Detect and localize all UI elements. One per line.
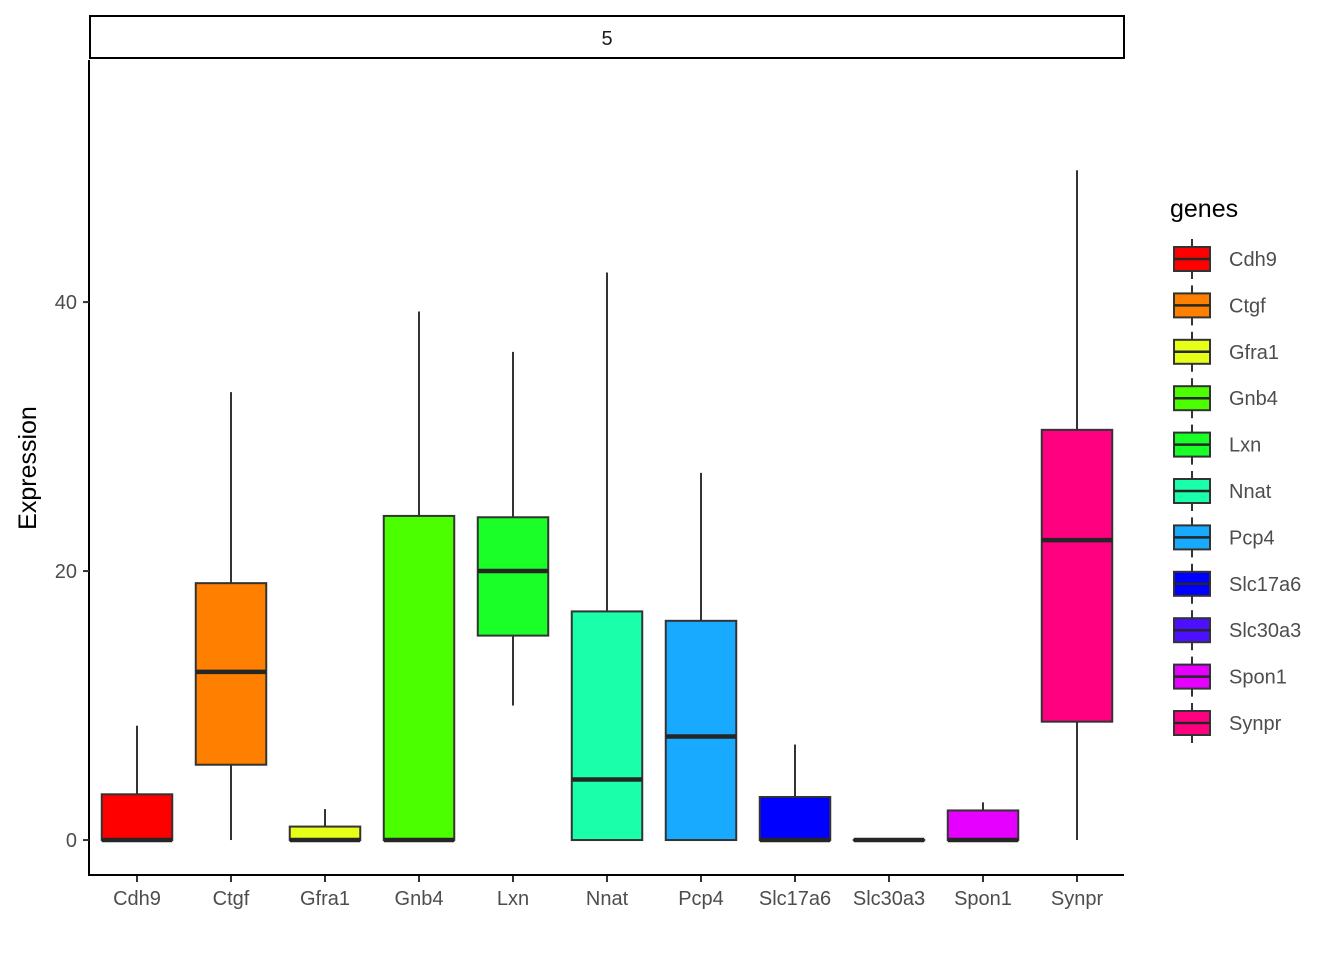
legend-title: genes — [1170, 195, 1238, 223]
y-tick-label: 20 — [55, 561, 77, 583]
x-tick-label: Cdh9 — [113, 888, 161, 910]
x-tick-label: Spon1 — [954, 888, 1012, 910]
x-tick-label: Lxn — [497, 888, 529, 910]
legend-label: Nnat — [1229, 481, 1272, 503]
box-cdh9 — [100, 725, 174, 843]
legend-label: Pcp4 — [1229, 527, 1275, 549]
legend-label: Synpr — [1229, 713, 1282, 735]
box-synpr — [1040, 170, 1114, 841]
box-body — [946, 809, 1020, 842]
legend-label: Gfra1 — [1229, 342, 1279, 364]
box-gnb4 — [382, 311, 456, 843]
x-tick-label: Slc30a3 — [853, 888, 925, 910]
legend-item-ctgf: Ctgf — [1173, 285, 1266, 326]
box-body — [1040, 428, 1114, 723]
legend-item-slc30a3: Slc30a3 — [1173, 610, 1301, 651]
box-lxn — [476, 351, 550, 706]
x-tick-label: Nnat — [586, 888, 629, 910]
legend-item-pcp4: Pcp4 — [1173, 517, 1275, 558]
legend-item-spon1: Spon1 — [1173, 656, 1287, 697]
legend-label: Gnb4 — [1229, 388, 1278, 410]
box-nnat — [570, 272, 644, 842]
legend-item-gfra1: Gfra1 — [1173, 331, 1279, 372]
boxes-layer — [100, 170, 1114, 843]
legend-label: Slc17a6 — [1229, 574, 1301, 596]
legend-item-slc17a6: Slc17a6 — [1173, 563, 1301, 604]
legend-item-cdh9: Cdh9 — [1173, 239, 1277, 279]
box-gfra1 — [288, 809, 362, 843]
box-pcp4 — [664, 472, 738, 842]
legend-item-gnb4: Gnb4 — [1173, 378, 1278, 419]
legend: genes Cdh9 Ctgf Gfra1 Gnb4 Lxn Nnat Pcp4 Slc17a… — [1170, 195, 1301, 743]
legend-label: Lxn — [1229, 435, 1261, 457]
legend-label: Ctgf — [1229, 295, 1266, 317]
legend-label: Spon1 — [1229, 667, 1287, 689]
box-body — [382, 514, 456, 842]
legend-item-nnat: Nnat — [1173, 471, 1272, 511]
x-tick-label: Synpr — [1051, 888, 1104, 910]
x-axis-ticks: Cdh9 Ctgf Gfra1 Gnb4 Lxn Nnat Pcp4 Slc17a6 Slc30… — [113, 876, 1103, 910]
y-tick-label: 0 — [66, 830, 77, 852]
box-body — [664, 619, 738, 842]
box-slc17a6 — [758, 744, 832, 843]
box-body — [758, 795, 832, 842]
facet-strip — [89, 15, 1125, 59]
box-ctgf — [194, 392, 268, 841]
legend-label: Cdh9 — [1229, 249, 1277, 271]
x-tick-label: Gfra1 — [300, 888, 350, 910]
y-tick-label: 40 — [55, 292, 77, 314]
x-tick-label: Pcp4 — [678, 888, 724, 910]
y-axis-ticks: 0 20 40 — [55, 292, 89, 852]
legend-items: Cdh9 Ctgf Gfra1 Gnb4 Lxn Nnat Pcp4 Slc17a6 Slc30… — [1173, 239, 1301, 743]
legend-item-lxn: Lxn — [1173, 424, 1261, 465]
y-axis-title: Expression — [14, 406, 42, 530]
x-tick-label: Ctgf — [213, 888, 250, 910]
x-tick-label: Gnb4 — [395, 888, 444, 910]
legend-item-synpr: Synpr — [1173, 703, 1282, 743]
x-tick-label: Slc17a6 — [759, 888, 831, 910]
box-body — [570, 610, 644, 842]
box-body — [476, 516, 550, 637]
legend-label: Slc30a3 — [1229, 620, 1301, 642]
box-spon1 — [946, 802, 1020, 843]
facet-strip-label: 5 — [601, 28, 612, 50]
box-body — [100, 793, 174, 842]
